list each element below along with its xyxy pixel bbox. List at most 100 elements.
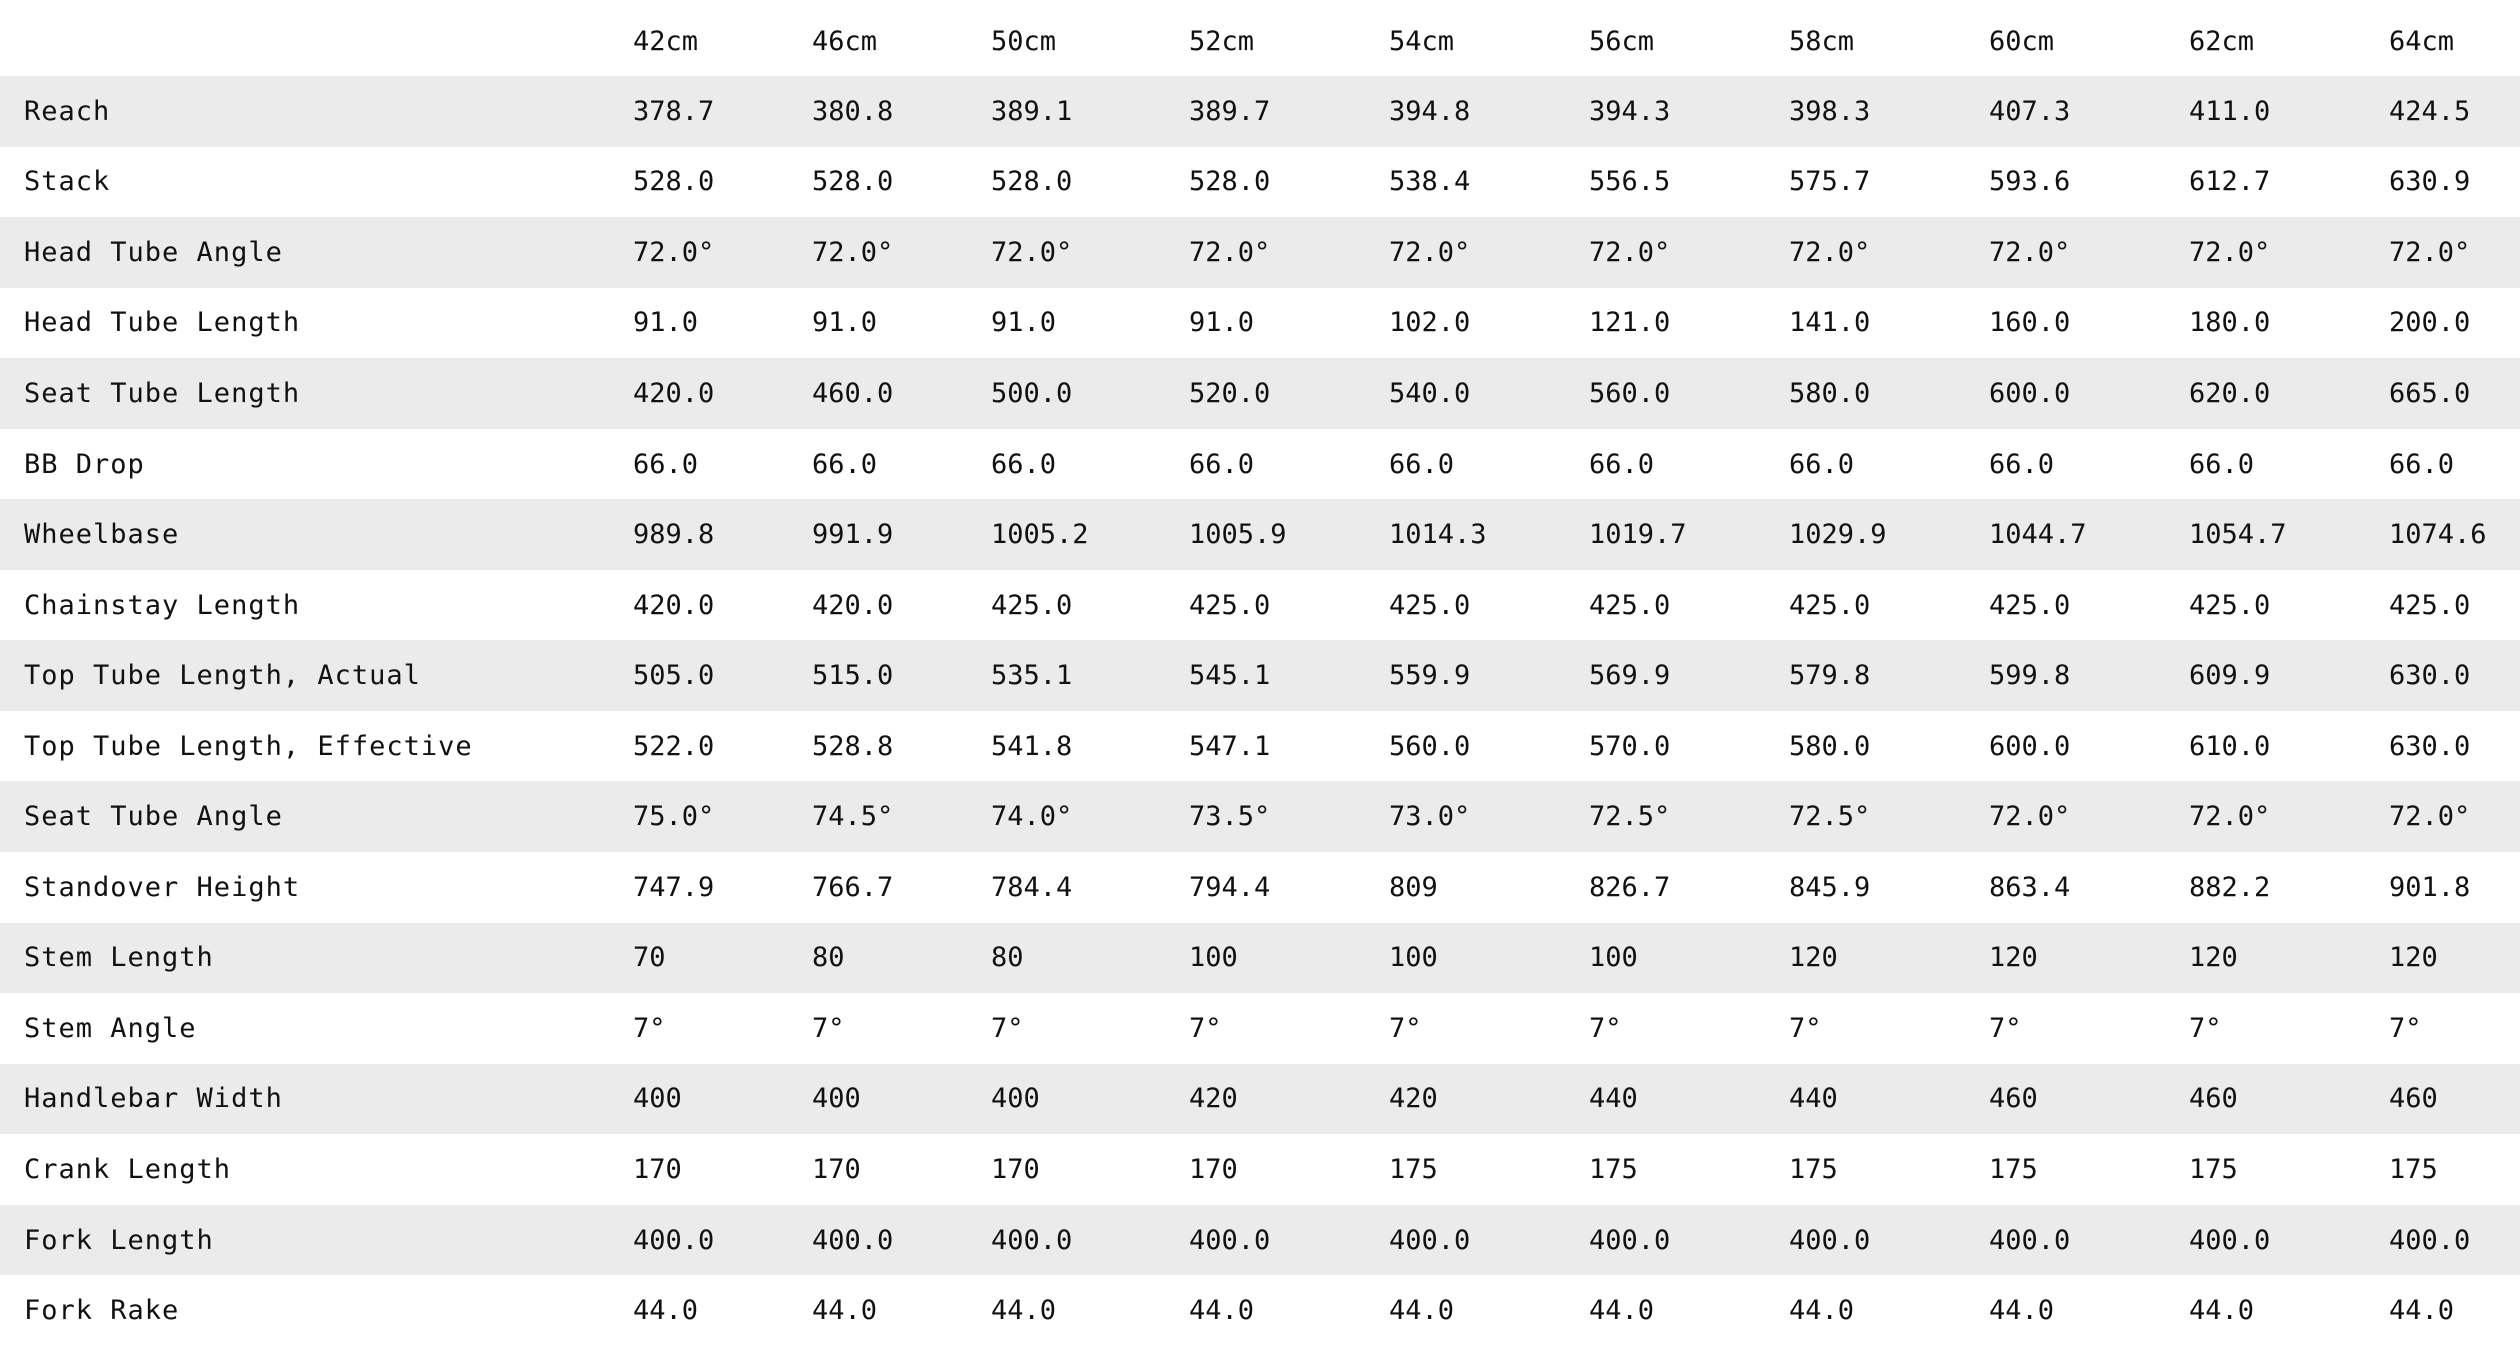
cell-value: 170 bbox=[1189, 1153, 1238, 1185]
table-row: Chainstay Length 420.0 420.0 425.0 425.0 425.… bbox=[0, 569, 2520, 641]
size-header: 60cm bbox=[1989, 25, 2055, 57]
table-row: Top Tube Length, Actual 505.0 515.0 535.1 54… bbox=[0, 640, 2520, 711]
table-row: Head Tube Length 91.0 91.0 91.0 91.0 102.0 121… bbox=[0, 287, 2520, 359]
cell-value: 460 bbox=[1989, 1083, 2038, 1115]
cell-value: 901.8 bbox=[2389, 871, 2471, 903]
cell-value: 612.7 bbox=[2189, 166, 2271, 198]
cell-value: 460.0 bbox=[812, 377, 894, 409]
table-row: Head Tube Angle 72.0° 72.0° 72.0° 72.0° 72.0°… bbox=[0, 217, 2520, 288]
cell-value: 72.0° bbox=[633, 236, 715, 268]
row-label: Seat Tube Angle bbox=[24, 801, 283, 833]
cell-value: 75.0° bbox=[633, 801, 715, 833]
cell-value: 170 bbox=[991, 1153, 1040, 1185]
cell-value: 440 bbox=[1589, 1083, 1638, 1115]
cell-value: 411.0 bbox=[2189, 95, 2271, 127]
cell-value: 120 bbox=[1789, 942, 1838, 974]
table-row: Top Tube Length, Effective 522.0 528.8 541.… bbox=[0, 710, 2520, 782]
cell-value: 44.0 bbox=[1189, 1295, 1255, 1327]
table-row: Fork Rake 44.0 44.0 44.0 44.0 44.0 44.0 44.0 44.… bbox=[0, 1275, 2520, 1346]
header-corner bbox=[0, 0, 633, 76]
cell-value: 535.1 bbox=[991, 660, 1073, 692]
cell-value: 44.0 bbox=[1389, 1295, 1455, 1327]
cell-value: 380.8 bbox=[812, 95, 894, 127]
cell-value: 7° bbox=[1189, 1012, 1222, 1044]
cell-value: 66.0 bbox=[1189, 448, 1255, 480]
cell-value: 630.0 bbox=[2389, 660, 2471, 692]
row-label: Reach bbox=[24, 95, 111, 127]
size-header: 54cm bbox=[1389, 25, 1455, 57]
cell-value: 44.0 bbox=[1789, 1295, 1855, 1327]
cell-value: 580.0 bbox=[1789, 377, 1871, 409]
cell-value: 425.0 bbox=[991, 589, 1073, 621]
cell-value: 593.6 bbox=[1989, 166, 2071, 198]
cell-value: 1005.2 bbox=[991, 519, 1089, 551]
cell-value: 121.0 bbox=[1589, 307, 1671, 339]
row-label: Top Tube Length, Effective bbox=[24, 730, 473, 762]
cell-value: 7° bbox=[633, 1012, 666, 1044]
geometry-table-body: Reach 378.7 380.8 389.1 389.7 394.8 394.3 398.3… bbox=[0, 76, 2520, 1346]
table-row: Stack 528.0 528.0 528.0 528.0 538.4 556.5 575.7… bbox=[0, 146, 2520, 218]
cell-value: 425.0 bbox=[1589, 589, 1671, 621]
cell-value: 120 bbox=[1989, 942, 2038, 974]
cell-value: 7° bbox=[1989, 1012, 2022, 1044]
cell-value: 141.0 bbox=[1789, 307, 1871, 339]
cell-value: 44.0 bbox=[812, 1295, 878, 1327]
cell-value: 66.0 bbox=[1389, 448, 1455, 480]
cell-value: 400 bbox=[812, 1083, 861, 1115]
cell-value: 120 bbox=[2389, 942, 2438, 974]
cell-value: 882.2 bbox=[2189, 871, 2271, 903]
row-label: Stack bbox=[24, 166, 111, 198]
cell-value: 175 bbox=[1789, 1153, 1838, 1185]
table-row: Handlebar Width 400 400 400 420 420 440 440 460 4… bbox=[0, 1063, 2520, 1135]
cell-value: 72.0° bbox=[2189, 236, 2271, 268]
row-label: Top Tube Length, Actual bbox=[24, 660, 421, 692]
cell-value: 170 bbox=[633, 1153, 682, 1185]
cell-value: 7° bbox=[1389, 1012, 1422, 1044]
cell-value: 784.4 bbox=[991, 871, 1073, 903]
cell-value: 556.5 bbox=[1589, 166, 1671, 198]
cell-value: 91.0 bbox=[812, 307, 878, 339]
cell-value: 72.0° bbox=[2389, 801, 2471, 833]
cell-value: 826.7 bbox=[1589, 871, 1671, 903]
cell-value: 522.0 bbox=[633, 730, 715, 762]
cell-value: 175 bbox=[1589, 1153, 1638, 1185]
cell-value: 747.9 bbox=[633, 871, 715, 903]
cell-value: 44.0 bbox=[2389, 1295, 2455, 1327]
row-label: Chainstay Length bbox=[24, 589, 301, 621]
cell-value: 599.8 bbox=[1989, 660, 2071, 692]
cell-value: 44.0 bbox=[2189, 1295, 2255, 1327]
cell-value: 600.0 bbox=[1989, 377, 2071, 409]
cell-value: 620.0 bbox=[2189, 377, 2271, 409]
size-header: 50cm bbox=[991, 25, 1057, 57]
cell-value: 609.9 bbox=[2189, 660, 2271, 692]
cell-value: 7° bbox=[2389, 1012, 2422, 1044]
cell-value: 72.0° bbox=[1389, 236, 1471, 268]
row-label: Wheelbase bbox=[24, 519, 180, 551]
cell-value: 72.0° bbox=[1989, 236, 2071, 268]
cell-value: 845.9 bbox=[1789, 871, 1871, 903]
cell-value: 600.0 bbox=[1989, 730, 2071, 762]
cell-value: 160.0 bbox=[1989, 307, 2071, 339]
cell-value: 425.0 bbox=[1189, 589, 1271, 621]
size-header: 42cm bbox=[633, 25, 699, 57]
cell-value: 100 bbox=[1389, 942, 1438, 974]
row-label: Crank Length bbox=[24, 1153, 232, 1185]
cell-value: 425.0 bbox=[2189, 589, 2271, 621]
cell-value: 72.5° bbox=[1789, 801, 1871, 833]
table-row: Reach 378.7 380.8 389.1 389.7 394.8 394.3 398.3… bbox=[0, 76, 2520, 147]
cell-value: 175 bbox=[2189, 1153, 2238, 1185]
cell-value: 80 bbox=[991, 942, 1024, 974]
cell-value: 102.0 bbox=[1389, 307, 1471, 339]
cell-value: 500.0 bbox=[991, 377, 1073, 409]
cell-value: 200.0 bbox=[2389, 307, 2471, 339]
cell-value: 1029.9 bbox=[1789, 519, 1887, 551]
table-row: Wheelbase 989.8 991.9 1005.2 1005.9 1014.3 101… bbox=[0, 499, 2520, 570]
cell-value: 72.0° bbox=[991, 236, 1073, 268]
cell-value: 400.0 bbox=[1589, 1224, 1671, 1256]
row-label: Seat Tube Length bbox=[24, 377, 301, 409]
cell-value: 407.3 bbox=[1989, 95, 2071, 127]
cell-value: 545.1 bbox=[1189, 660, 1271, 692]
cell-value: 560.0 bbox=[1389, 730, 1471, 762]
cell-value: 569.9 bbox=[1589, 660, 1671, 692]
cell-value: 400.0 bbox=[1789, 1224, 1871, 1256]
